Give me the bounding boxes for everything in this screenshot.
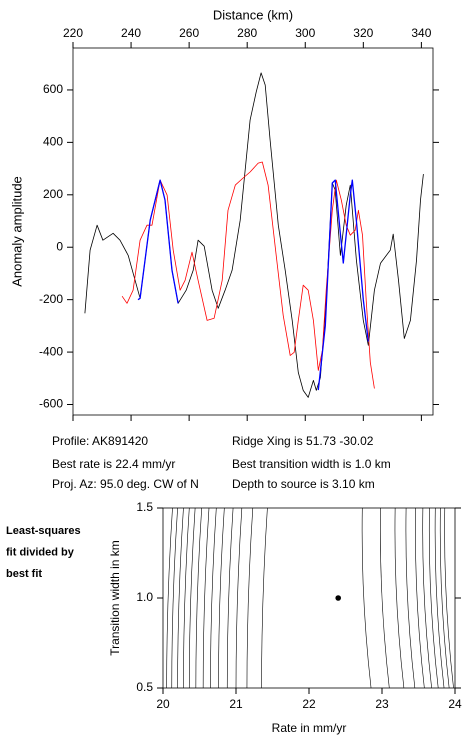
contour-line <box>380 507 390 689</box>
y-tick-label: 0.5 <box>136 680 153 694</box>
contour-line <box>422 507 432 689</box>
info-text: Profile: AK891420 <box>52 434 148 448</box>
data-line <box>121 161 375 389</box>
contour-line <box>226 507 234 689</box>
x-tick-label: 22 <box>302 697 316 711</box>
x-tick-label: 220 <box>63 26 83 40</box>
contour-line <box>261 507 268 689</box>
x-tick-label: 260 <box>179 26 199 40</box>
x-tick-label: 20 <box>156 697 170 711</box>
plot-frame <box>72 47 434 416</box>
info-text: Depth to source is 3.10 km <box>232 477 375 491</box>
contour-line <box>202 507 210 689</box>
x-tick-label: 21 <box>229 697 243 711</box>
x-tick-label: 24 <box>448 697 462 711</box>
plot-frame <box>162 507 456 689</box>
contour-line <box>218 507 225 689</box>
contour-line <box>444 507 454 689</box>
y-axis-label: Transition width in km <box>108 540 122 656</box>
x-tick-label: 340 <box>411 26 431 40</box>
x-tick-label: 320 <box>353 26 373 40</box>
contour-line <box>177 507 184 689</box>
info-text: Ridge Xing is 51.73 -30.02 <box>232 434 374 448</box>
y-tick-label: 1.5 <box>136 500 153 514</box>
contour-line <box>246 507 254 689</box>
y-axis-label: Anomaly amplitude <box>9 176 24 287</box>
y-tick-label: -600 <box>39 397 63 411</box>
contour-line <box>361 507 372 689</box>
y-tick-label: -200 <box>39 292 63 306</box>
contour-line <box>183 507 190 689</box>
contour-line <box>195 507 202 689</box>
data-line <box>137 179 369 391</box>
info-text: Proj. Az: 95.0 deg. CW of N <box>52 477 199 491</box>
x-axis-label: Rate in mm/yr <box>272 721 347 735</box>
x-tick-label: 300 <box>295 26 315 40</box>
y-tick-label: 600 <box>43 82 63 96</box>
data-line <box>84 72 424 398</box>
contour-line <box>188 507 196 689</box>
info-text: Best rate is 22.4 mm/yr <box>52 457 175 471</box>
contour-line <box>439 507 450 689</box>
contour-line <box>235 507 243 689</box>
x-tick-label: 23 <box>375 697 389 711</box>
y-tick-label: 200 <box>43 187 63 201</box>
y-tick-label: 0 <box>56 239 63 253</box>
contour-line <box>405 507 416 689</box>
contour-line <box>210 507 217 689</box>
contour-line <box>171 507 178 689</box>
contour-line <box>415 507 425 689</box>
x-tick-label: 240 <box>121 26 141 40</box>
y-tick-label: 400 <box>43 135 63 149</box>
contour-line <box>428 507 439 689</box>
contour-line <box>434 507 445 689</box>
y-tick-label: 1.0 <box>136 590 153 604</box>
side-note: fit divided by <box>6 546 75 558</box>
best-fit-point <box>335 595 342 601</box>
x-tick-label: 280 <box>237 26 257 40</box>
side-note: Least-squares <box>6 525 81 537</box>
x-axis-label: Distance (km) <box>213 7 293 22</box>
info-text: Best transition width is 1.0 km <box>232 457 391 471</box>
side-note: best fit <box>6 568 42 580</box>
contour-line <box>166 507 173 689</box>
y-tick-label: -400 <box>39 344 63 358</box>
contour-line <box>394 507 405 689</box>
